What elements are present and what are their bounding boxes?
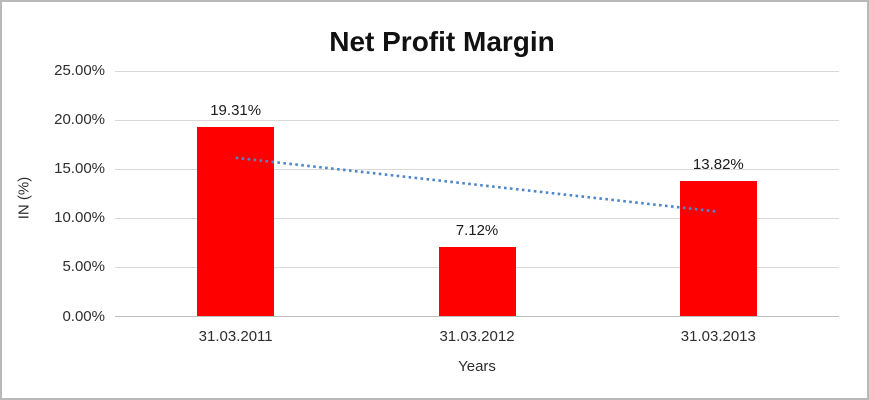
y-tick-label: 15.00%	[54, 160, 105, 178]
data-label: 13.82%	[692, 155, 744, 173]
gridline	[115, 119, 839, 121]
x-tick-label: 31.03.2012	[439, 327, 515, 345]
y-axis-title: IN (%)	[15, 176, 33, 220]
x-tick-label: 31.03.2013	[680, 327, 756, 345]
y-tick-label: 20.00%	[54, 111, 105, 129]
x-axis-line	[115, 316, 839, 317]
bar-31.03.2011[interactable]	[197, 126, 275, 317]
y-tick-label: 10.00%	[54, 209, 105, 227]
y-tick-label: 5.00%	[62, 258, 105, 276]
bar-31.03.2012[interactable]	[438, 246, 516, 317]
gridline	[115, 217, 839, 219]
x-axis-title: Years	[458, 358, 496, 375]
data-label: 7.12%	[455, 221, 499, 239]
bar-31.03.2013[interactable]	[679, 180, 757, 317]
chart-title: Net Profit Margin	[329, 26, 555, 57]
y-tick-label: 0.00%	[62, 307, 105, 325]
y-tick-label: 25.00%	[54, 62, 105, 79]
data-label: 19.31%	[210, 101, 262, 119]
gridline	[115, 70, 839, 72]
x-tick-label: 31.03.2011	[198, 327, 273, 345]
